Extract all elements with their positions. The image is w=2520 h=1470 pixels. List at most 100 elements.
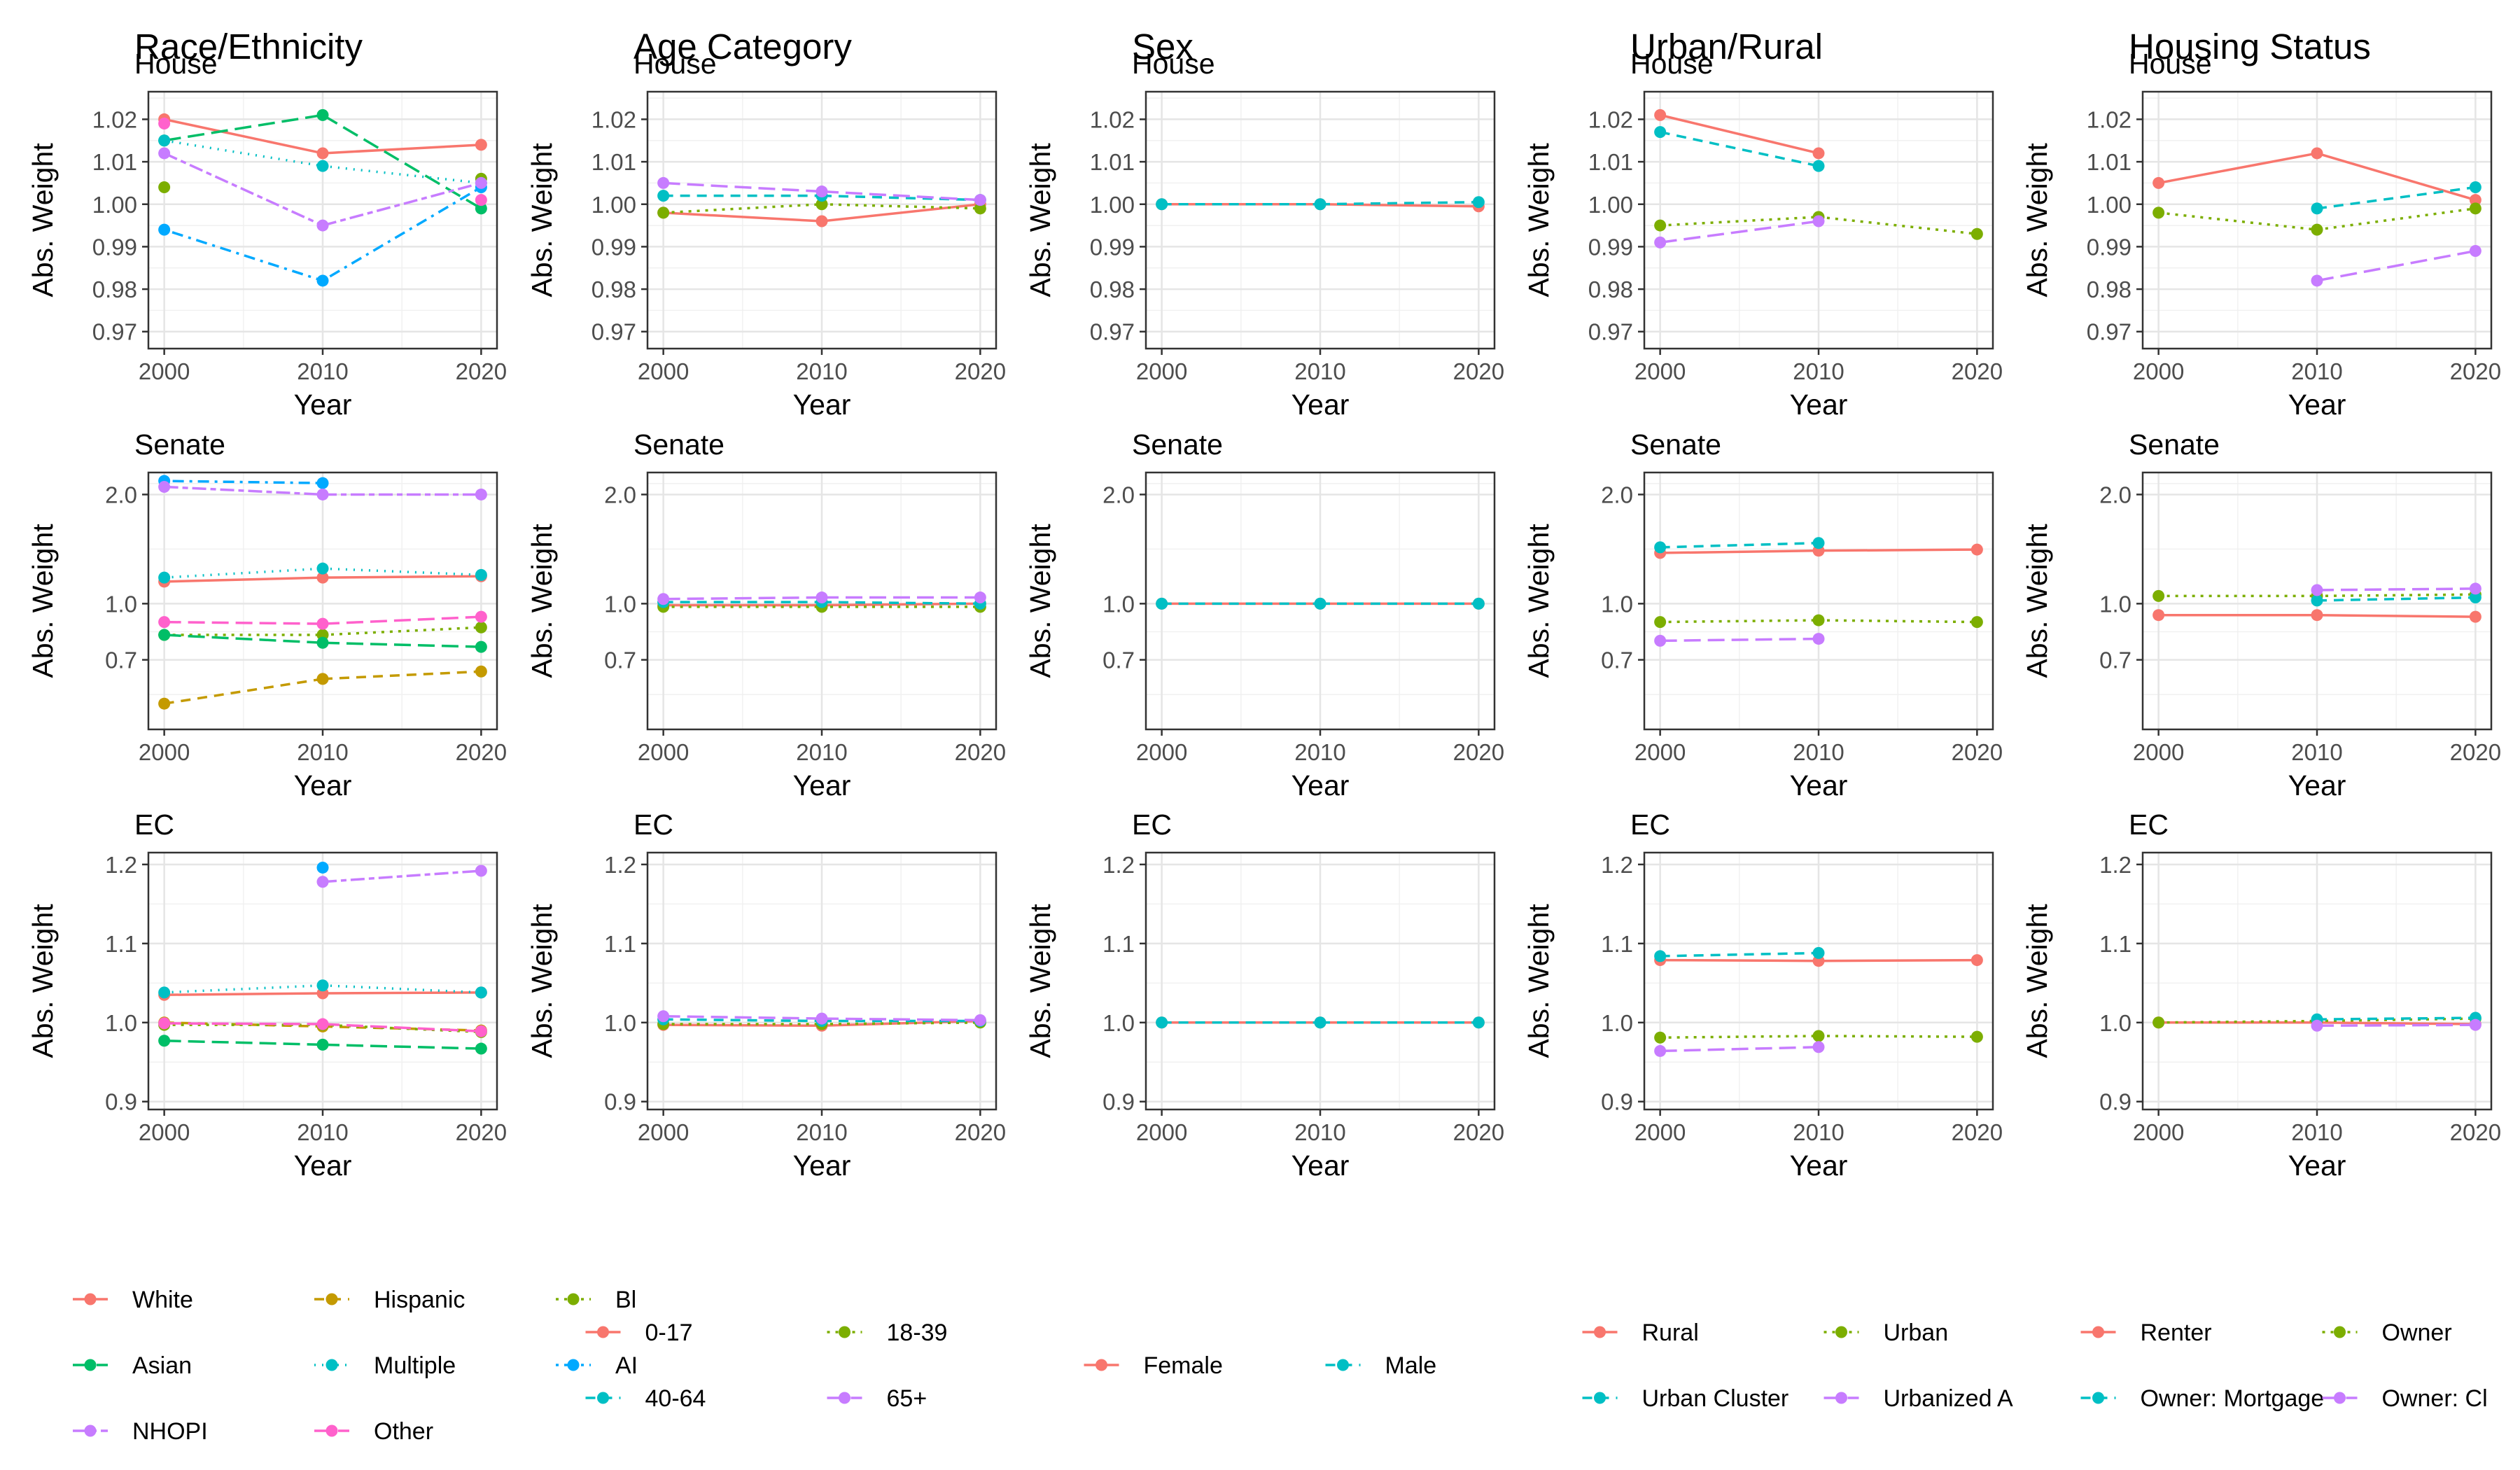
y-tick-label: 0.97 [1588,319,1633,345]
x-tick-label: 2010 [1294,739,1345,765]
x-tick-label: 2000 [1136,358,1187,384]
data-point [158,147,171,160]
data-point [158,117,171,130]
legend-label: Multiple [374,1352,456,1379]
x-axis-title: Year [294,388,352,421]
series-line [164,634,323,645]
data-point [316,617,329,630]
data-point [2152,1016,2165,1029]
data-point [1970,616,1983,629]
series-line [1660,1046,1819,1053]
series-line [164,485,323,496]
series-line [2158,1019,2318,1024]
y-tick-label: 2.0 [604,482,636,507]
y-tick-label: 1.2 [604,852,636,878]
data-point [1654,616,1667,629]
column-urban-rural: Urban/RuralHouse0.970.980.991.001.011.02… [1522,27,2013,1412]
data-point [158,629,171,641]
y-axis-title: Abs. Weight [1522,524,1555,678]
data-point [1314,198,1326,211]
panel-subtitle: House [2129,48,2212,80]
panel-housing-status-house: House 0.97 0.98 0.99 1.00 1.01 1.02 2000 2010 202… [2021,48,2501,421]
series-line [663,203,822,214]
legend-label: Hispanic [374,1287,465,1313]
y-tick-label: 1.02 [92,106,137,132]
data-point [2311,223,2323,236]
data-point [1654,950,1667,962]
data-point [974,194,986,206]
data-point [974,1014,986,1026]
y-axis-title: Abs. Weight [1522,143,1555,298]
y-axis-title: Abs. Weight [2021,524,2053,678]
column-title: Age Category [634,27,852,66]
column-title: Race/Ethnicity [134,27,363,66]
data-point [2469,592,2482,604]
series-renter [2152,147,2482,206]
series-line [821,194,981,202]
y-tick-label: 0.98 [2087,276,2132,302]
data-point [2469,582,2482,595]
x-axis-title: Year [294,1149,352,1182]
series-line [663,211,822,223]
x-tick-label: 2010 [796,358,847,384]
data-point [2469,181,2482,193]
y-tick-label: 0.7 [1102,648,1135,673]
panel-subtitle: EC [134,808,174,841]
x-tick-label: 2020 [2450,1119,2501,1145]
series-line [821,203,981,210]
data-point [158,571,171,584]
series-18-39 [657,198,986,219]
y-tick-label: 1.2 [1601,852,1633,878]
series-line [663,181,822,193]
x-tick-label: 2000 [1634,739,1686,765]
data-point [158,986,171,999]
data-point [1654,126,1667,139]
y-axis-title: Abs. Weight [1024,143,1056,298]
data-point [2469,244,2482,257]
data-point [316,1018,329,1030]
panel-subtitle: EC [1630,808,1670,841]
series-line [821,601,981,606]
legend-key-point [567,1359,580,1371]
y-axis-title: Abs. Weight [2021,143,2053,298]
data-point [2152,609,2165,622]
data-point [316,488,329,500]
y-tick-label: 0.97 [92,319,137,345]
y-tick-label: 1.00 [92,192,137,218]
series-asian [158,1035,487,1055]
y-tick-label: 1.00 [592,192,636,218]
y-tick-label: 0.7 [1601,648,1633,673]
legend-label: Owner: Mortgage [2141,1385,2325,1412]
data-point [475,610,487,623]
legend-key-point [567,1293,580,1306]
y-tick-label: 0.98 [1090,276,1135,302]
data-point [2311,609,2323,622]
data-point [158,181,171,193]
series-nhopi [158,147,487,232]
legend-item-owner-mortgage: Owner: Mortgage [2080,1385,2325,1412]
data-point [1472,1016,1485,1029]
series-line [1818,216,1977,235]
legend-item-0-17: 0-17 [585,1320,693,1346]
x-tick-label: 2000 [2133,739,2184,765]
legend-item-hispanic: Hispanic [314,1287,465,1313]
series-other [158,610,487,630]
x-tick-label: 2020 [955,739,1006,765]
legend-item-male: Male [1325,1352,1436,1379]
x-tick-label: 2000 [1634,358,1686,384]
series-line [1818,1035,1977,1038]
legend-label: 40-64 [645,1385,706,1412]
legend-key-point [839,1326,850,1338]
y-tick-label: 1.0 [1102,1010,1135,1036]
series-urban [1654,1030,1983,1044]
x-tick-label: 2020 [1453,739,1504,765]
series-line [2316,152,2476,202]
data-point [1156,198,1168,211]
x-tick-label: 2010 [1793,1119,1844,1145]
series-line [1660,619,1819,624]
series-line [164,992,323,997]
x-tick-label: 2000 [1136,739,1187,765]
data-point [1654,541,1667,554]
series-line [164,620,323,625]
y-tick-label: 2.0 [2099,482,2132,507]
